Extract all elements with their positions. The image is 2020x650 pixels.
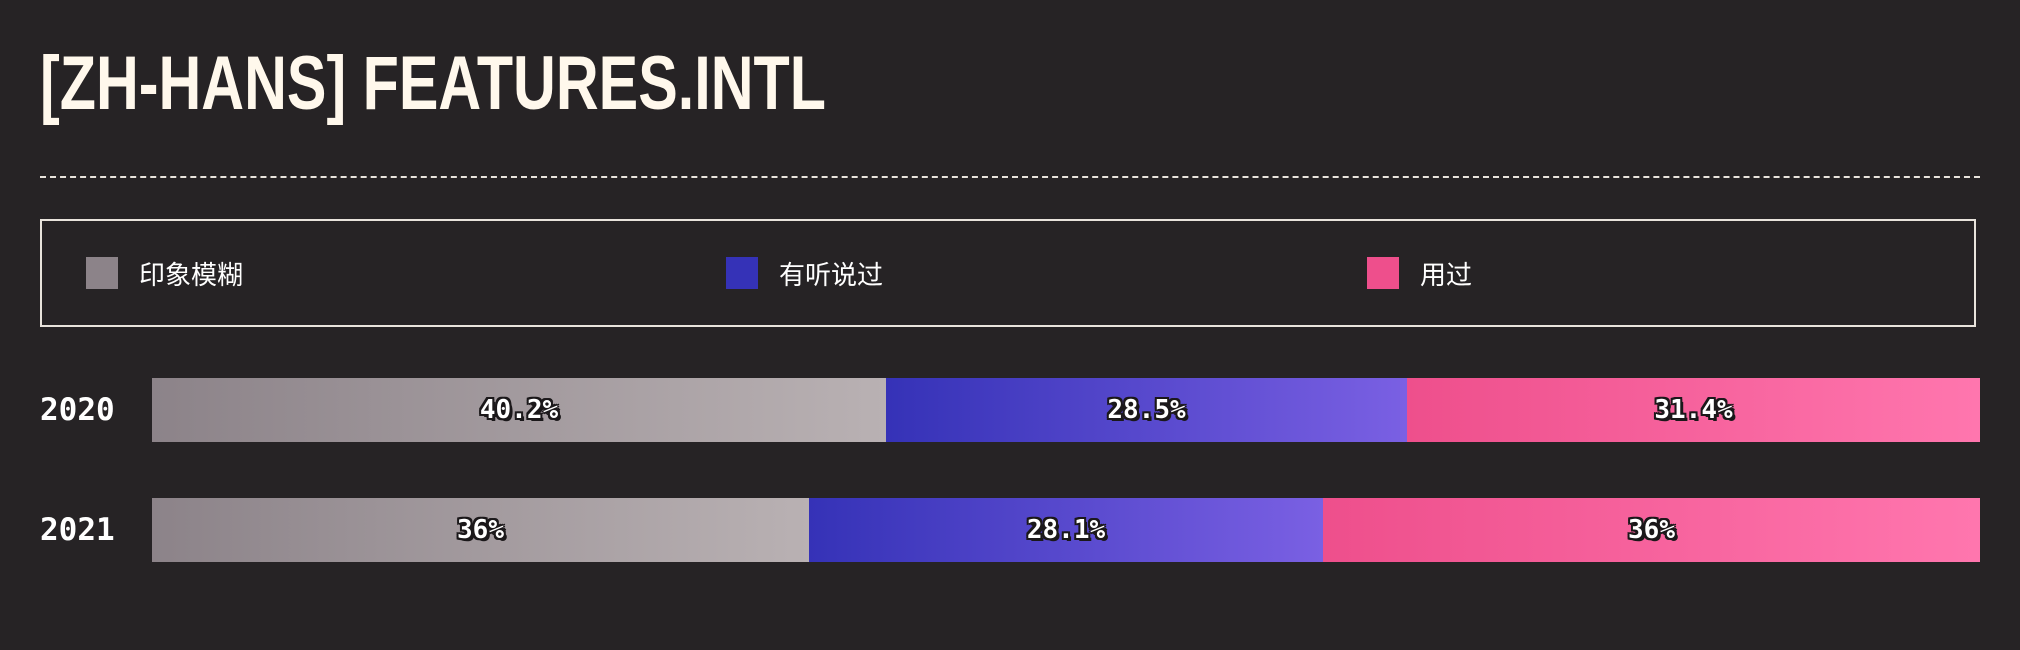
bar-row-2021: 36% 28.1% 36% bbox=[152, 498, 1980, 562]
data-label-2020-vague: 40.2% bbox=[479, 395, 559, 425]
data-label-2020-used: 31.4% bbox=[1654, 395, 1733, 425]
data-label-2021-heard: 28.1% bbox=[1026, 515, 1106, 545]
legend-label-vague: 印象模糊 bbox=[139, 260, 244, 291]
row-label-2021: 2021 bbox=[40, 512, 115, 548]
legend-item-heard[interactable]: 有听说过 bbox=[726, 221, 883, 325]
legend-item-used[interactable]: 用过 bbox=[1367, 221, 1472, 325]
legend-label-used: 用过 bbox=[1420, 260, 1473, 291]
bar-segment-2021-vague[interactable]: 36% bbox=[152, 498, 809, 562]
bar-segment-2021-heard[interactable]: 28.1% bbox=[809, 498, 1323, 562]
legend-swatch-vague bbox=[86, 257, 118, 289]
bar-row-2020: 40.2% 28.5% 31.4% bbox=[152, 378, 1980, 442]
legend-swatch-used bbox=[1367, 257, 1399, 289]
bar-segment-2020-vague[interactable]: 40.2% bbox=[152, 378, 886, 442]
row-label-2020: 2020 bbox=[40, 392, 115, 428]
chart-title: [ZH-HANS] FEATURES.INTL bbox=[40, 41, 826, 126]
bar-segment-2021-used[interactable]: 36% bbox=[1323, 498, 1980, 562]
data-label-2021-used: 36% bbox=[1628, 515, 1675, 545]
data-label-2020-heard: 28.5% bbox=[1107, 395, 1186, 425]
legend-swatch-heard bbox=[726, 257, 758, 289]
bar-segment-2020-used[interactable]: 31.4% bbox=[1407, 378, 1980, 442]
chart-legend: 印象模糊 有听说过 用过 bbox=[40, 219, 1976, 327]
legend-item-vague[interactable]: 印象模糊 bbox=[86, 221, 243, 325]
legend-label-heard: 有听说过 bbox=[779, 260, 884, 291]
data-label-2021-vague: 36% bbox=[457, 515, 504, 545]
title-divider bbox=[40, 176, 1980, 178]
bar-segment-2020-heard[interactable]: 28.5% bbox=[886, 378, 1407, 442]
